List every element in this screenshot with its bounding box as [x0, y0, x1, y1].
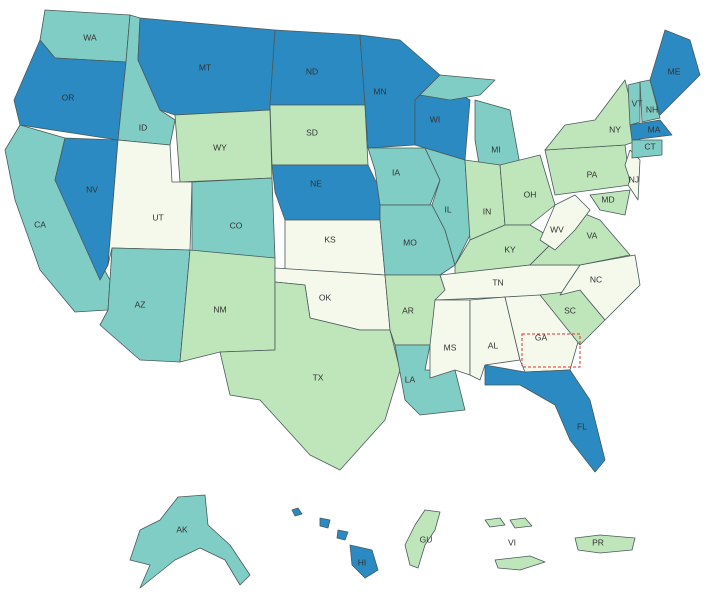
- region-label: OK: [319, 292, 332, 302]
- region-shape: [589, 189, 631, 216]
- region-label: GA: [535, 332, 548, 342]
- region-label: AL: [488, 340, 499, 350]
- region-shape: [509, 517, 533, 529]
- region-label: GU: [420, 534, 433, 544]
- region-shape: [219, 281, 401, 471]
- region-label: AZ: [135, 299, 146, 309]
- region-label: HI: [358, 557, 367, 567]
- region-label: PR: [592, 537, 604, 547]
- labels: WA OR CA NV ID MT WY UT CO AZ NM ND SD NE KS OK TX MN IA MO…: [34, 32, 681, 567]
- region-shape: [107, 139, 193, 266]
- region-label: KY: [504, 244, 516, 254]
- region-label: IN: [483, 206, 492, 216]
- region-shape: [284, 219, 386, 276]
- region-label: NC: [590, 274, 602, 284]
- region-label: CT: [644, 141, 655, 151]
- region-label: MD: [601, 194, 614, 204]
- region-label: UT: [152, 212, 163, 222]
- region-shape: [484, 364, 606, 473]
- region-shape: [271, 164, 381, 221]
- region-label: WA: [83, 32, 97, 42]
- region-label: IA: [392, 167, 400, 177]
- region-label: TN: [492, 277, 503, 287]
- region-label: CO: [230, 220, 243, 230]
- region-label: SD: [306, 127, 318, 137]
- region-shape: [499, 154, 556, 226]
- region-shape: [129, 494, 251, 589]
- region-shape: [429, 299, 471, 379]
- region-label: WI: [430, 114, 440, 124]
- region-label: MT: [199, 62, 211, 72]
- region-shape: [179, 249, 276, 363]
- region-shape: [544, 79, 641, 151]
- region-label: NM: [213, 304, 226, 314]
- regions: [4, 9, 701, 589]
- region-label: NH: [646, 104, 658, 114]
- region-label: ME: [668, 66, 681, 76]
- region-label: MA: [648, 124, 661, 134]
- region-label: FL: [577, 421, 587, 431]
- region-shape: [574, 534, 636, 554]
- region-shape: [649, 29, 701, 116]
- region-shape: [191, 177, 276, 259]
- region-label: NV: [86, 184, 98, 194]
- region-label: OH: [524, 189, 537, 199]
- region-shape: [639, 79, 661, 123]
- region-shape: [631, 139, 663, 159]
- region-label: MN: [373, 86, 386, 96]
- region-label: AK: [176, 524, 188, 534]
- region-shape: [484, 517, 506, 528]
- region-label: KS: [324, 234, 336, 244]
- region-shape: [54, 137, 119, 281]
- region-shape: [539, 194, 591, 251]
- region-label: NJ: [629, 174, 639, 184]
- region-label: VI: [508, 537, 516, 547]
- region-label: NY: [609, 124, 621, 134]
- region-shape: [419, 74, 496, 101]
- region-shape: [269, 104, 369, 166]
- region-shape: [394, 344, 466, 416]
- region-label: OR: [62, 92, 75, 102]
- selection-box: [521, 333, 581, 368]
- region-label: CA: [34, 219, 46, 229]
- region-shape: [336, 529, 349, 541]
- region-shape: [319, 517, 331, 529]
- region-shape: [349, 544, 379, 579]
- region-label: WV: [550, 224, 564, 234]
- region-shape: [627, 81, 641, 126]
- region-label: WY: [213, 142, 227, 152]
- region-label: ND: [306, 66, 318, 76]
- region-label: VA: [587, 230, 598, 240]
- region-label: MS: [444, 342, 457, 352]
- region-shape: [291, 507, 303, 517]
- region-label: NE: [310, 178, 322, 188]
- region-shape: [474, 99, 521, 171]
- region-label: AR: [402, 305, 414, 315]
- region-label: TX: [313, 372, 324, 382]
- region-shape: [494, 555, 546, 571]
- region-label: ID: [139, 122, 148, 132]
- region-shape: [629, 119, 673, 141]
- region-label: PA: [587, 169, 598, 179]
- region-label: SC: [564, 305, 576, 315]
- region-label: MI: [491, 144, 500, 154]
- region-label: MO: [403, 237, 417, 247]
- region-label: IL: [444, 204, 451, 214]
- region-label: LA: [405, 374, 416, 384]
- region-label: VT: [632, 98, 643, 108]
- region-shape: [404, 509, 441, 569]
- region-shape: [624, 149, 641, 201]
